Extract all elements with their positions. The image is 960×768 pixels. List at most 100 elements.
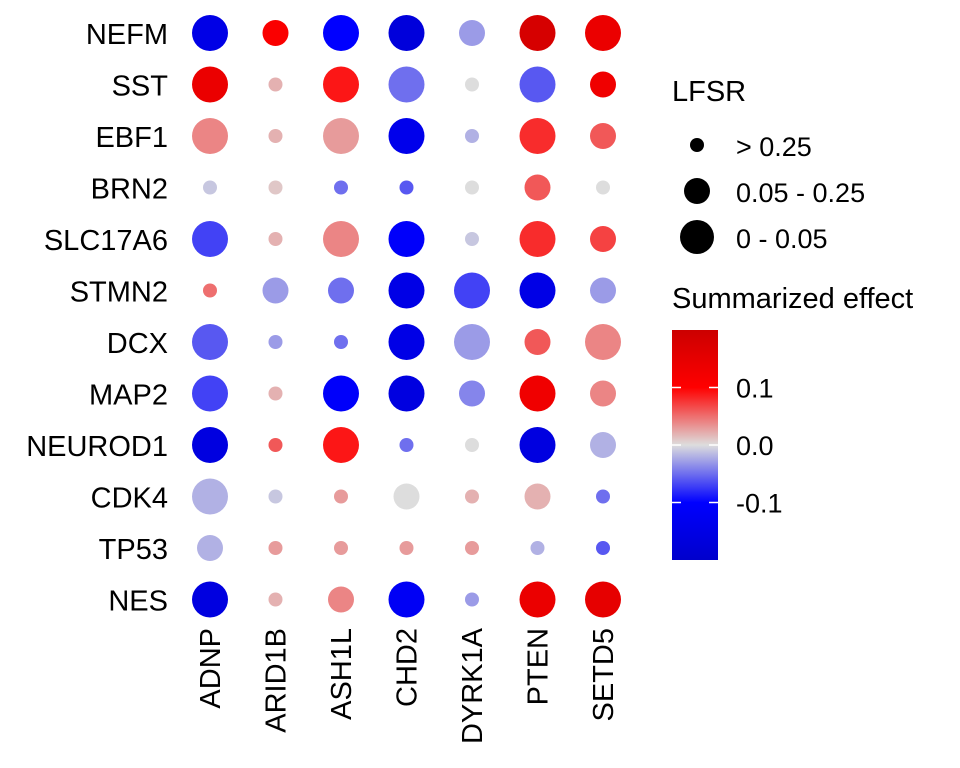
- dot-map2-dyrk1a: [459, 380, 485, 407]
- dot-tp53-arid1b: [268, 541, 283, 555]
- row-label: TP53: [99, 534, 168, 566]
- dot-tp53-chd2: [399, 541, 414, 555]
- colorbar-tick-label: 0.0: [736, 431, 774, 461]
- column-labels: ADNP ARID1B ASH1L CHD2 DYRK1A PTEN SETD5: [195, 627, 620, 744]
- dot-ebf1-pten: [519, 118, 556, 154]
- dot-ebf1-chd2: [388, 118, 425, 154]
- dot-brn2-ash1l: [334, 180, 348, 195]
- dot-slc17a6-setd5: [590, 226, 616, 252]
- dot-ebf1-dyrk1a: [465, 129, 479, 143]
- dot-ebf1-adnp: [192, 118, 228, 154]
- dot-dcx-dyrk1a: [454, 324, 490, 360]
- dot-neurod1-chd2: [399, 438, 414, 452]
- dot-nefm-setd5: [585, 15, 621, 51]
- dot-neurod1-arid1b: [268, 438, 283, 452]
- dot-nefm-chd2: [388, 15, 425, 51]
- dot-dcx-setd5: [585, 324, 621, 360]
- dot-ebf1-arid1b: [268, 129, 283, 143]
- size-legend-dot: [684, 178, 710, 204]
- column-label: ARID1B: [261, 628, 293, 733]
- dot-stmn2-ash1l: [328, 277, 354, 304]
- dot-tp53-setd5: [596, 541, 610, 555]
- dot-brn2-setd5: [596, 180, 610, 195]
- dot-slc17a6-arid1b: [268, 232, 283, 246]
- dot-stmn2-arid1b: [262, 277, 289, 304]
- column-label: SETD5: [588, 628, 620, 721]
- dot-slc17a6-ash1l: [323, 221, 359, 257]
- dot-stmn2-dyrk1a: [454, 272, 490, 309]
- dot-brn2-dyrk1a: [465, 180, 479, 195]
- row-label: STMN2: [70, 277, 168, 309]
- row-label: NES: [108, 586, 168, 618]
- row-labels: NEFM SST EBF1 BRN2 SLC17A6 STMN2 DCX MAP2 NEUROD…: [26, 19, 168, 618]
- dot-neurod1-adnp: [192, 427, 228, 463]
- row-label: BRN2: [91, 174, 168, 206]
- dot-sst-adnp: [192, 66, 228, 103]
- row-label: NEFM: [86, 19, 168, 51]
- dot-brn2-pten: [524, 174, 551, 201]
- dot-nefm-arid1b: [262, 20, 289, 46]
- dot-sst-arid1b: [268, 77, 283, 92]
- size-legend-label: > 0.25: [736, 132, 812, 162]
- size-legend-title: LFSR: [672, 76, 746, 108]
- dot-stmn2-setd5: [590, 277, 616, 304]
- dot-cdk4-adnp: [192, 478, 228, 515]
- color-legend: Summarized effect 0.1 0.0 -0.1: [672, 283, 913, 560]
- dot-nes-dyrk1a: [465, 592, 479, 607]
- size-legend: LFSR > 0.25 0.05 - 0.25 0 - 0.05: [672, 76, 865, 254]
- dot-slc17a6-chd2: [388, 221, 425, 257]
- row-label: CDK4: [91, 483, 168, 515]
- colorbar-tick-label: -0.1: [736, 489, 783, 519]
- dot-nefm-pten: [519, 15, 556, 51]
- dot-nes-setd5: [585, 581, 621, 618]
- dot-stmn2-chd2: [388, 272, 425, 309]
- dot-dcx-adnp: [192, 324, 228, 360]
- dot-ebf1-setd5: [590, 123, 616, 149]
- dot-dcx-arid1b: [268, 335, 283, 349]
- dot-nefm-ash1l: [323, 15, 359, 51]
- column-label: DYRK1A: [457, 627, 489, 744]
- column-label: ADNP: [195, 628, 227, 709]
- dot-cdk4-arid1b: [268, 489, 283, 504]
- dot-neurod1-ash1l: [323, 427, 359, 463]
- dot-slc17a6-adnp: [192, 221, 228, 257]
- dot-tp53-dyrk1a: [465, 541, 479, 555]
- dot-map2-adnp: [192, 375, 228, 412]
- dot-map2-pten: [519, 375, 556, 412]
- dot-neurod1-setd5: [590, 432, 616, 458]
- dot-map2-arid1b: [268, 386, 283, 401]
- dot-cdk4-chd2: [393, 483, 420, 510]
- dot-map2-ash1l: [323, 375, 359, 412]
- dot-dcx-pten: [524, 329, 551, 355]
- column-label: CHD2: [392, 628, 424, 707]
- row-label: DCX: [107, 328, 168, 360]
- dot-nefm-dyrk1a: [459, 20, 485, 46]
- column-label: ASH1L: [326, 628, 358, 720]
- dot-sst-dyrk1a: [465, 77, 479, 92]
- size-legend-dot: [690, 138, 704, 152]
- dot-sst-ash1l: [323, 66, 359, 103]
- dot-neurod1-pten: [519, 427, 556, 463]
- dot-tp53-pten: [530, 541, 545, 555]
- dot-brn2-arid1b: [268, 180, 283, 195]
- dot-cdk4-setd5: [596, 489, 610, 504]
- size-legend-label: 0 - 0.05: [736, 224, 828, 254]
- dot-stmn2-pten: [519, 272, 556, 309]
- dot-cdk4-pten: [524, 483, 551, 510]
- dot-map2-chd2: [388, 375, 425, 412]
- dot-nes-ash1l: [328, 586, 354, 613]
- dot-brn2-adnp: [203, 180, 217, 195]
- dot-neurod1-dyrk1a: [465, 438, 479, 452]
- row-label: SST: [112, 71, 169, 103]
- dot-sst-setd5: [590, 71, 616, 98]
- dot-sst-pten: [519, 66, 556, 103]
- dot-nes-adnp: [192, 581, 228, 618]
- dot-dcx-chd2: [388, 324, 425, 360]
- dot-nes-pten: [519, 581, 556, 618]
- row-label: MAP2: [89, 380, 168, 412]
- dot-brn2-chd2: [399, 180, 414, 195]
- row-label: NEUROD1: [26, 431, 168, 463]
- dot-nes-arid1b: [268, 592, 283, 607]
- dot-map2-setd5: [590, 380, 616, 407]
